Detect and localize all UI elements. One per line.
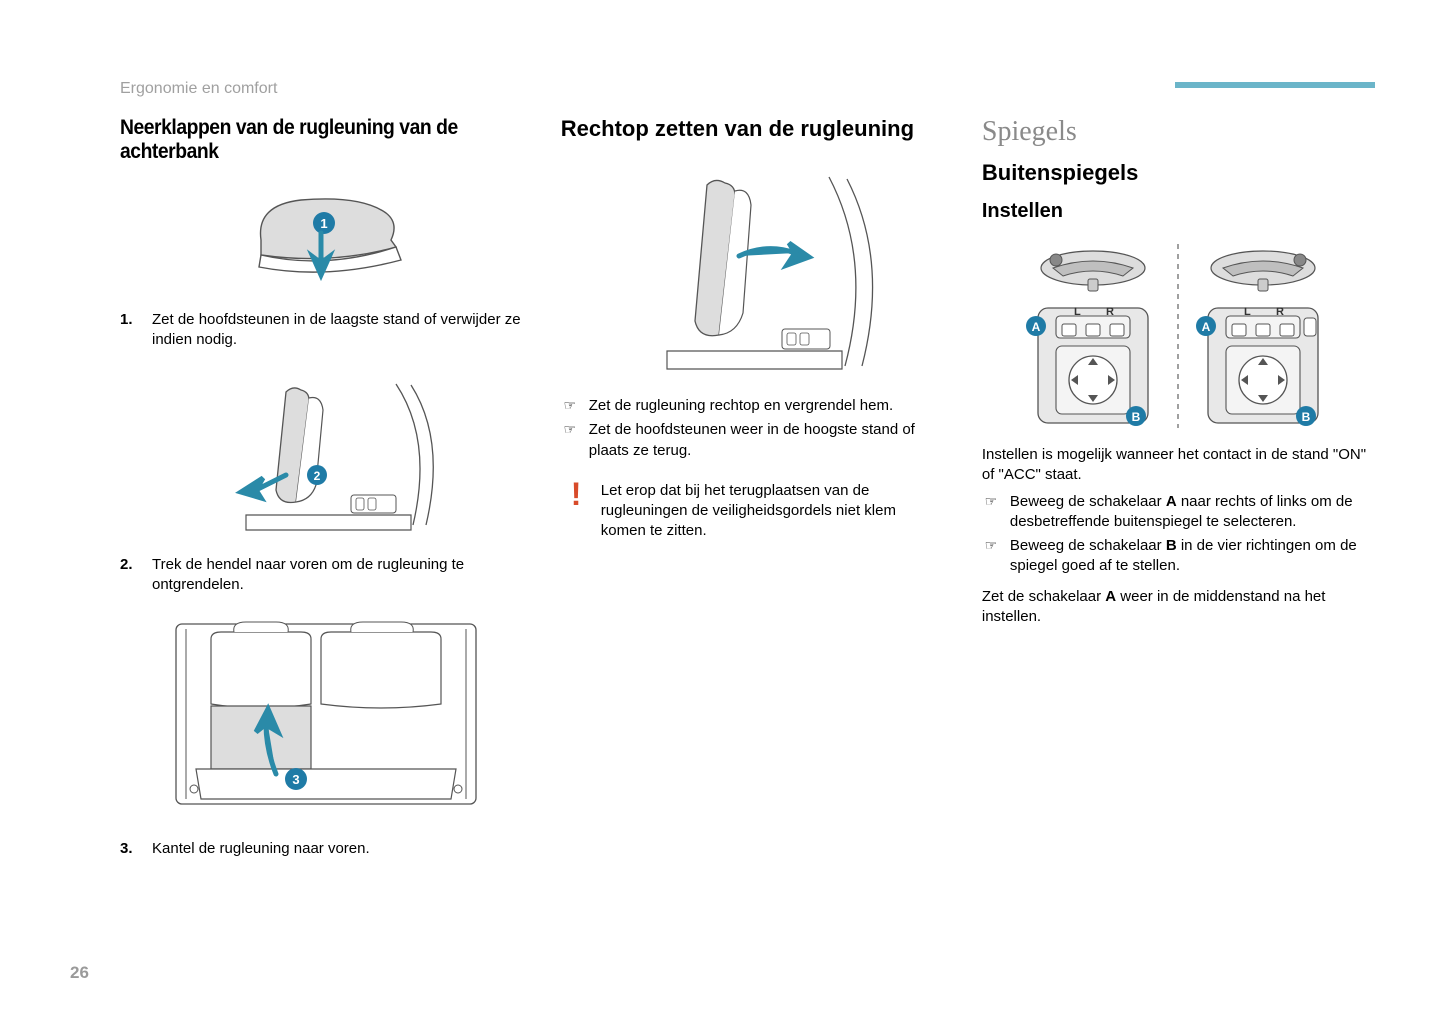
- step-num: 2.: [120, 555, 140, 596]
- figure-backrest-up: [561, 156, 954, 386]
- warning-box: ! Let erop dat bij het terugplaatsen van…: [561, 473, 954, 550]
- pointer-icon: ☞: [561, 420, 579, 461]
- bullet-text: Beweeg de schakelaar A naar rechts of li…: [1010, 492, 1375, 533]
- step-1: 1. Zet de hoofdsteunen in de laagste sta…: [120, 310, 533, 351]
- figure-mirror-controls: L R A B: [982, 235, 1375, 435]
- step-list-3: 3. Kantel de rugleuning naar voren.: [120, 839, 533, 859]
- step-text: Zet de hoofdsteunen in de laagste stand …: [152, 310, 533, 351]
- figure-headrest: 1: [120, 180, 533, 300]
- svg-text:R: R: [1276, 306, 1284, 318]
- column-3: Spiegels Buitenspiegels Instellen: [982, 116, 1375, 873]
- bullet-item: ☞ Beweeg de schakelaar B in de vier rich…: [982, 536, 1375, 577]
- label-B: B: [1166, 537, 1177, 554]
- figure-lever: 2: [120, 365, 533, 545]
- svg-text:L: L: [1244, 306, 1251, 318]
- col3-outro: Zet de schakelaar A weer in de middensta…: [982, 587, 1375, 628]
- step-2: 2. Trek de hendel naar voren om de rugle…: [120, 555, 533, 596]
- column-2: Rechtop zetten van de rugleuning ☞: [561, 116, 954, 873]
- step-text: Trek de hendel naar voren om de rugleuni…: [152, 555, 533, 596]
- pointer-icon: ☞: [561, 396, 579, 416]
- page-number: 26: [70, 963, 89, 983]
- svg-text:3: 3: [293, 772, 300, 787]
- col3-intro: Instellen is mogelijk wanneer het contac…: [982, 445, 1375, 486]
- bullet-item: ☞ Zet de rugleuning rechtop en vergrende…: [561, 396, 954, 416]
- bullet-item: ☞ Beweeg de schakelaar A naar rechts of …: [982, 492, 1375, 533]
- svg-text:B: B: [1302, 410, 1311, 424]
- step-list-2: 2. Trek de hendel naar voren om de rugle…: [120, 555, 533, 596]
- col1-heading: Neerklappen van de rugleuning van de ach…: [120, 116, 500, 164]
- bullet-text: Beweeg de schakelaar B in de vier richti…: [1010, 536, 1375, 577]
- step-list-1: 1. Zet de hoofdsteunen in de laagste sta…: [120, 310, 533, 351]
- step-3: 3. Kantel de rugleuning naar voren.: [120, 839, 533, 859]
- svg-text:A: A: [1202, 320, 1211, 334]
- bullet-text: Zet de hoofdsteunen weer in de hoogste s…: [589, 420, 954, 461]
- columns-container: Neerklappen van de rugleuning van de ach…: [120, 116, 1375, 873]
- step-num: 3.: [120, 839, 140, 859]
- col3-heading-serif: Spiegels: [982, 116, 1375, 148]
- svg-text:B: B: [1132, 410, 1141, 424]
- svg-text:A: A: [1032, 320, 1041, 334]
- col2-bullets: ☞ Zet de rugleuning rechtop en vergrende…: [561, 396, 954, 461]
- column-1: Neerklappen van de rugleuning van de ach…: [120, 116, 533, 873]
- col3-heading: Buitenspiegels: [982, 160, 1375, 186]
- warning-text: Let erop dat bij het terugplaatsen van d…: [601, 481, 944, 542]
- svg-text:R: R: [1106, 306, 1114, 318]
- text-fragment: Beweeg de schakelaar: [1010, 537, 1166, 554]
- bullet-item: ☞ Zet de hoofdsteunen weer in de hoogste…: [561, 420, 954, 461]
- label-A: A: [1105, 588, 1116, 605]
- text-fragment: Zet de schakelaar: [982, 588, 1105, 605]
- svg-text:2: 2: [314, 469, 321, 483]
- warning-icon: !: [571, 481, 589, 542]
- col3-subheading: Instellen: [982, 200, 1375, 223]
- pointer-icon: ☞: [982, 536, 1000, 577]
- pointer-icon: ☞: [982, 492, 1000, 533]
- step-text: Kantel de rugleuning naar voren.: [152, 839, 370, 859]
- accent-bar: [1175, 82, 1375, 88]
- text-fragment: Beweeg de schakelaar: [1010, 493, 1166, 510]
- svg-text:1: 1: [321, 216, 328, 231]
- col2-heading: Rechtop zetten van de rugleuning: [561, 116, 954, 142]
- svg-text:L: L: [1074, 306, 1081, 318]
- figure-trunk: 3: [120, 609, 533, 829]
- bullet-text: Zet de rugleuning rechtop en vergrendel …: [589, 396, 893, 416]
- label-A: A: [1166, 493, 1177, 510]
- col3-bullets: ☞ Beweeg de schakelaar A naar rechts of …: [982, 492, 1375, 577]
- step-num: 1.: [120, 310, 140, 351]
- manual-page: Ergonomie en comfort Neerklappen van de …: [0, 0, 1445, 1019]
